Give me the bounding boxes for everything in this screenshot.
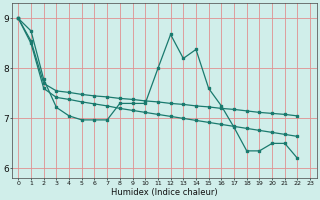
X-axis label: Humidex (Indice chaleur): Humidex (Indice chaleur) bbox=[111, 188, 218, 197]
